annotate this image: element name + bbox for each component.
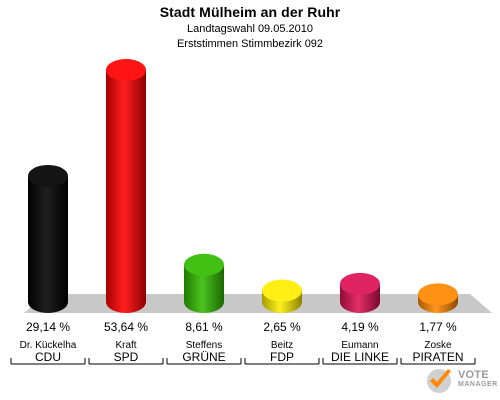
bar-cdu	[28, 164, 68, 313]
bar-piraten	[418, 283, 458, 313]
party-label: SPD	[114, 350, 139, 364]
chart-subtitle-election: Landtagswahl 09.05.2010	[187, 23, 313, 35]
bar-gr-ne	[184, 253, 224, 313]
candidate-label: Kraft	[115, 340, 136, 351]
bar-top	[418, 283, 458, 306]
party-label: CDU	[35, 350, 61, 364]
watermark-line2: MANAGER	[458, 381, 498, 388]
value-label: 2,65 %	[263, 320, 301, 334]
candidate-label: Steffens	[186, 340, 223, 351]
candidate-label: Eumann	[341, 340, 378, 351]
value-label: 1,77 %	[419, 320, 457, 334]
candidate-label: Zoske	[424, 340, 452, 351]
bar-top	[28, 164, 68, 187]
check-mark-logo-icon	[427, 369, 451, 393]
watermark-line1: VOTE	[458, 369, 489, 381]
watermark-text: VOTE MANAGER	[458, 370, 498, 390]
value-label: 29,14 %	[26, 320, 70, 334]
value-label: 4,19 %	[341, 320, 379, 334]
vote-manager-watermark: VOTE MANAGER	[424, 366, 500, 396]
party-label: DIE LINKE	[331, 350, 389, 364]
candidate-label: Beitz	[271, 340, 293, 351]
bar-body	[106, 70, 146, 313]
value-label: 8,61 %	[185, 320, 223, 334]
bar-spd	[106, 59, 146, 313]
bar-fdp	[262, 279, 302, 313]
chart-title: Stadt Mülheim an der Ruhr	[159, 4, 341, 20]
bar-body	[184, 264, 224, 313]
chart-subtitle-district: Erststimmen Stimmbezirk 092	[176, 38, 324, 50]
party-label: PIRATEN	[412, 350, 463, 364]
bar-top	[340, 272, 380, 295]
bar-die-linke	[340, 272, 380, 313]
bar-top	[184, 253, 224, 276]
party-label: FDP	[270, 350, 294, 364]
candidate-label: Dr. Kückelha	[20, 340, 77, 351]
bar-top	[262, 279, 302, 302]
bar-top	[106, 59, 146, 81]
bar-body	[28, 175, 68, 313]
party-label: GRÜNE	[182, 350, 225, 364]
bars-layer	[28, 59, 458, 313]
value-label: 53,64 %	[104, 320, 148, 334]
